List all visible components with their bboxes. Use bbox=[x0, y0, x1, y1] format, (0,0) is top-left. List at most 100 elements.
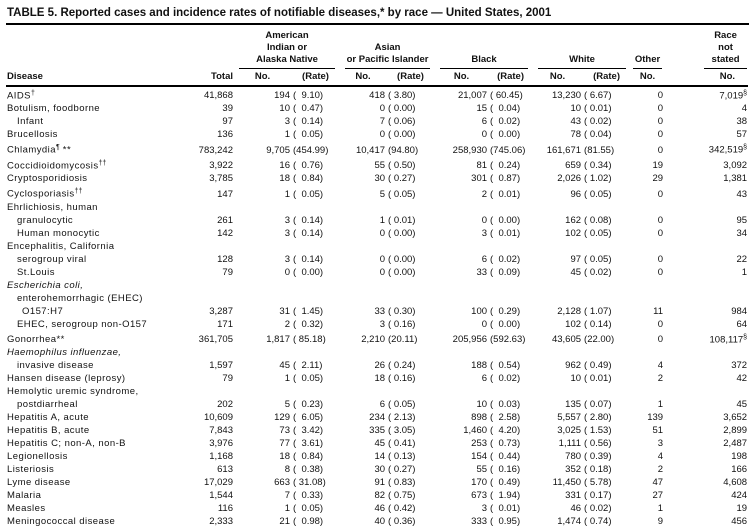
group-black: Black bbox=[435, 25, 533, 69]
disease-cell: Hepatitis B, acute bbox=[7, 425, 90, 437]
footnote-marker: § bbox=[743, 89, 748, 97]
value-cell: ( 0.14) bbox=[584, 318, 612, 330]
value-cell: 780 bbox=[565, 451, 582, 463]
value-cell: 253 bbox=[471, 438, 488, 450]
value-cell: 81 bbox=[476, 160, 488, 172]
value-cell: 352 bbox=[565, 464, 582, 476]
value-cell: 372 bbox=[731, 360, 748, 372]
value-cell: 783,242 bbox=[198, 144, 233, 156]
value-cell bbox=[582, 346, 631, 359]
disease-cell: Encephalitis, California bbox=[7, 240, 115, 252]
value-cell: 82 bbox=[374, 490, 386, 502]
group-asian-pacific-islander: Asian or Pacific Islander bbox=[340, 25, 435, 69]
value-cell: ( 0.02) bbox=[584, 266, 612, 278]
value-cell bbox=[340, 201, 386, 214]
value-cell: 331 bbox=[565, 490, 582, 502]
group-line: Other bbox=[634, 54, 661, 66]
value-cell: ( 1.53) bbox=[584, 425, 612, 437]
value-cell: 418 bbox=[369, 90, 386, 102]
value-cell: 10 bbox=[570, 373, 582, 385]
value-cell: ( 0.24) bbox=[490, 160, 521, 172]
value-cell: 361,705 bbox=[198, 334, 233, 346]
disease-cell: enterohemorrhagic (EHEC) bbox=[17, 292, 143, 304]
value-cell: 46 bbox=[374, 503, 386, 515]
value-cell: 13,230 bbox=[551, 90, 582, 102]
value-cell bbox=[340, 240, 386, 253]
value-cell: 18 bbox=[279, 451, 290, 463]
disease-cell: Gonorrhea** bbox=[7, 334, 65, 346]
value-cell bbox=[488, 201, 533, 214]
table-row: Infant 97 3( 0.14) 7( 0.06) 6( 0.02) 43( 0.02… bbox=[6, 115, 748, 128]
value-cell: 57 bbox=[736, 129, 748, 141]
value-cell: 0 bbox=[657, 253, 664, 265]
value-cell: 6 bbox=[481, 116, 488, 128]
value-cell: 2 bbox=[284, 318, 290, 330]
disease-cell: granulocytic bbox=[17, 214, 74, 226]
value-cell: 0 bbox=[657, 266, 664, 278]
table-row: EHEC, serogroup non-O157 171 2( 0.32) 3( 0.… bbox=[6, 318, 748, 331]
value-cell: ( 0.08) bbox=[584, 214, 612, 226]
group-line: Alaska Native bbox=[256, 54, 318, 66]
value-cell: ( 0.84) bbox=[293, 451, 324, 463]
value-cell: ( 0.24) bbox=[388, 360, 416, 372]
value-cell: 9,705 bbox=[266, 144, 290, 156]
value-cell: 27 bbox=[652, 490, 664, 502]
value-cell: ( 9.10) bbox=[293, 90, 324, 102]
value-cell: ( 0.02) bbox=[490, 116, 521, 128]
value-cell bbox=[234, 240, 291, 253]
disease-cell: O157:H7 bbox=[22, 305, 64, 317]
value-cell bbox=[291, 201, 340, 214]
disease-cell: Chlamydia¶ ** bbox=[7, 144, 72, 156]
value-cell: 2 bbox=[657, 464, 664, 476]
value-cell: 0 bbox=[481, 318, 488, 330]
value-cell: 45 bbox=[279, 360, 290, 372]
value-cell: ( 3.80) bbox=[388, 90, 416, 102]
value-cell: 51 bbox=[652, 425, 664, 437]
value-cell: ( 0.04) bbox=[584, 129, 612, 141]
value-cell: 10 bbox=[279, 103, 290, 115]
value-cell: 43 bbox=[736, 188, 748, 200]
value-cell bbox=[386, 279, 435, 292]
value-cell: 43,605 bbox=[551, 334, 582, 346]
value-cell bbox=[582, 240, 631, 253]
value-cell: 1,168 bbox=[209, 451, 233, 463]
value-cell: 0 bbox=[657, 318, 664, 330]
disease-cell: Measles bbox=[7, 503, 46, 515]
value-cell: 1,111 bbox=[558, 438, 582, 450]
value-cell: ( 0.27) bbox=[388, 464, 416, 476]
value-cell: ( 0.06) bbox=[388, 116, 416, 128]
value-cell: ( 0.00) bbox=[490, 318, 521, 330]
value-cell: ( 0.29) bbox=[490, 305, 521, 317]
table-row: postdiarrheal 202 5( 0.23) 6( 0.05) 10( 0.03… bbox=[6, 398, 748, 411]
value-cell: 129 bbox=[274, 412, 290, 424]
value-cell bbox=[631, 279, 664, 292]
disease-cell: Listeriosis bbox=[7, 464, 55, 476]
value-cell: 673 bbox=[471, 490, 488, 502]
value-cell: 2,026 bbox=[557, 173, 582, 185]
value-cell: 97 bbox=[570, 253, 582, 265]
value-cell: 0 bbox=[657, 214, 664, 226]
footnote-marker: ¶ bbox=[55, 144, 60, 152]
value-cell: 166 bbox=[731, 464, 748, 476]
value-cell: 1 bbox=[657, 503, 664, 515]
group-other: Other bbox=[631, 25, 664, 69]
value-cell bbox=[291, 346, 340, 359]
group-line: American bbox=[265, 30, 309, 41]
value-cell: ( 0.05) bbox=[584, 188, 612, 200]
value-cell bbox=[435, 346, 488, 359]
value-cell: 0 bbox=[379, 266, 386, 278]
footnote-marker: †† bbox=[98, 159, 107, 167]
value-cell: 30 bbox=[374, 173, 386, 185]
value-cell: ( 0.18) bbox=[584, 464, 612, 476]
group-line: not bbox=[718, 42, 733, 54]
value-cell: 31 bbox=[279, 305, 290, 317]
value-cell: 3,976 bbox=[209, 438, 233, 450]
disease-cell: Botulism, foodborne bbox=[7, 103, 101, 115]
value-cell: ( 0.32) bbox=[293, 318, 324, 330]
value-cell bbox=[234, 346, 291, 359]
table-row: Cyclosporiasis†† 147 1( 0.05) 5( 0.05) 2( 0.… bbox=[6, 185, 748, 201]
value-cell bbox=[664, 279, 748, 292]
value-cell: 3 bbox=[284, 253, 290, 265]
value-cell: 3,785 bbox=[209, 173, 233, 185]
table-row: Hepatitis B, acute 7,843 73( 3.42) 335( 3.0… bbox=[6, 424, 748, 437]
